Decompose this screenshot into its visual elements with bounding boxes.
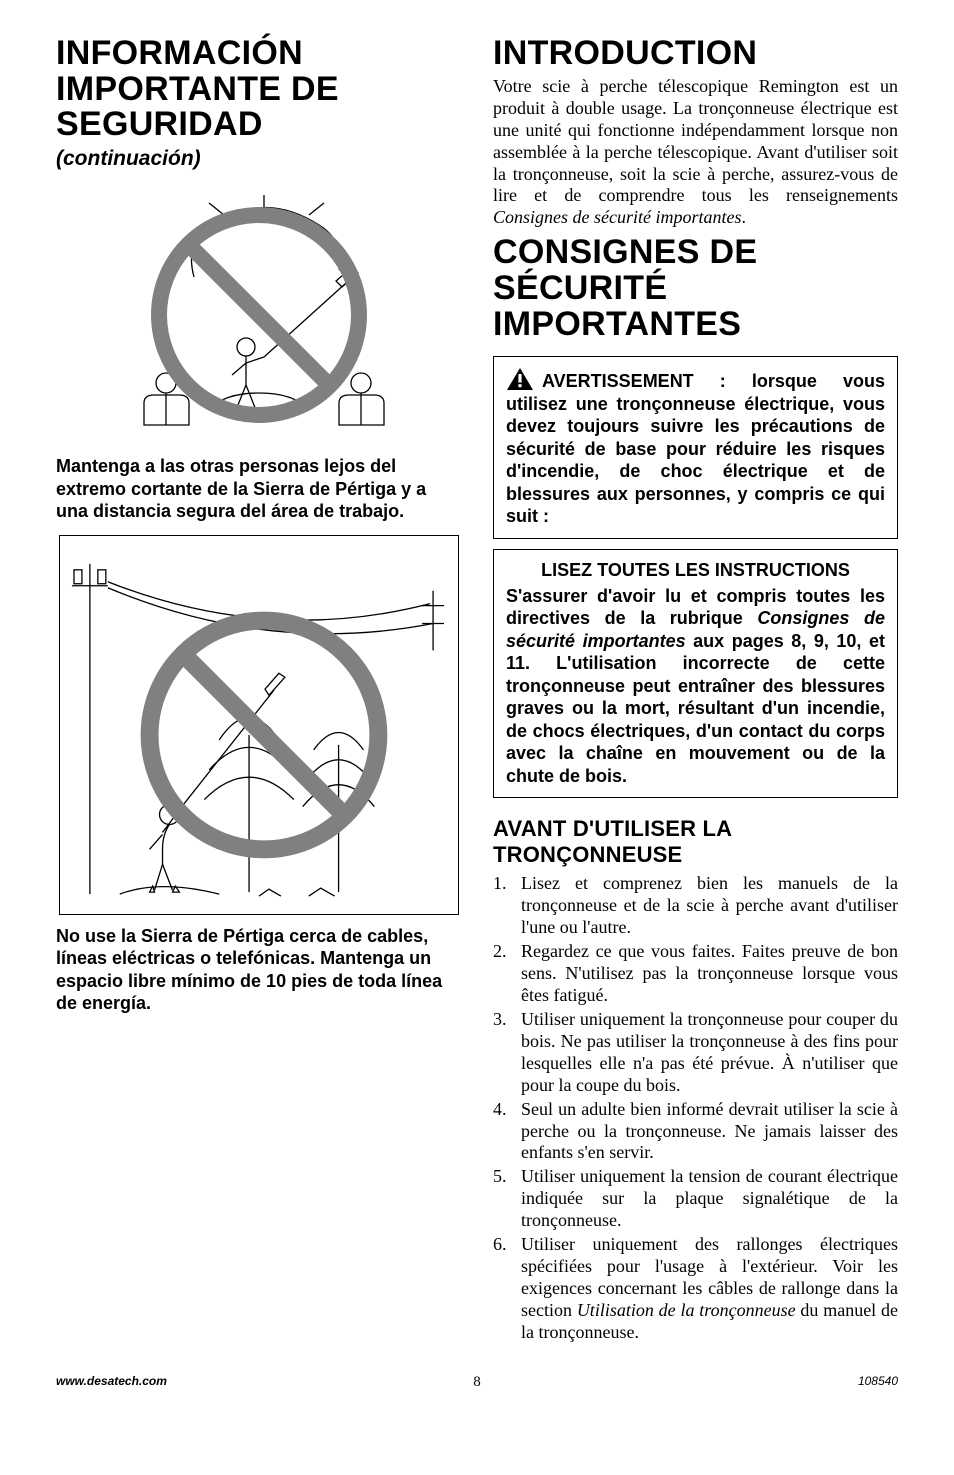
read-instructions-box: LISEZ TOUTES LES INSTRUCTIONS S'assurer …	[493, 549, 898, 799]
step-text: Regardez ce que vous faites. Faites preu…	[521, 941, 898, 1007]
step-item: 4. Seul un adulte bien informé devrait u…	[493, 1099, 898, 1165]
footer-doc-id: 108540	[858, 1374, 898, 1388]
two-column-layout: INFORMACIÓN IMPORTANTE DE SEGURIDAD (con…	[56, 36, 898, 1344]
footer-page-number: 8	[56, 1374, 898, 1391]
step-number: 2.	[493, 941, 521, 1007]
step-text: Utiliser uniquement des rallonges électr…	[521, 1234, 898, 1344]
step-text: Utiliser uniquement la tension de couran…	[521, 1166, 898, 1232]
figure-1	[56, 185, 461, 445]
figure-1-caption: Mantenga a las otras personas lejos del …	[56, 455, 461, 523]
step-number: 6.	[493, 1234, 521, 1344]
step-item: 3. Utiliser uniquement la tronçonneuse p…	[493, 1009, 898, 1097]
page-footer: www.desatech.com 8 108540	[56, 1374, 898, 1394]
intro-body-a: Votre scie à perche télescopique Remingt…	[493, 76, 898, 206]
page: INFORMACIÓN IMPORTANTE DE SEGURIDAD (con…	[0, 0, 954, 1444]
warning-box-text: AVERTISSEMENT : lorsque vous utilisez un…	[506, 367, 885, 528]
steps-list: 1. Lisez et comprenez bien les manuels d…	[493, 873, 898, 1344]
step-number: 4.	[493, 1099, 521, 1165]
left-column: INFORMACIÓN IMPORTANTE DE SEGURIDAD (con…	[56, 36, 461, 1344]
read-box-title: LISEZ TOUTES LES INSTRUCTIONS	[506, 560, 885, 581]
introduction-body: Votre scie à perche télescopique Remingt…	[493, 76, 898, 230]
step-number: 5.	[493, 1166, 521, 1232]
step-item: 1. Lisez et comprenez bien les manuels d…	[493, 873, 898, 939]
figure-2	[56, 535, 461, 915]
prohibit-bystander-icon	[114, 185, 404, 445]
right-column: INTRODUCTION Votre scie à perche télesco…	[493, 36, 898, 1344]
intro-body-c: .	[741, 207, 746, 227]
step-item: 2. Regardez ce que vous faites. Faites p…	[493, 941, 898, 1007]
warning-box: AVERTISSEMENT : lorsque vous utilisez un…	[493, 356, 898, 539]
left-subheading: (continuación)	[56, 147, 461, 171]
intro-body-b: Consignes de sécurité importantes	[493, 207, 741, 227]
step-text: Lisez et comprenez bien les manuels de l…	[521, 873, 898, 939]
prohibit-power-line-icon	[59, 535, 459, 915]
warning-box-body: AVERTISSEMENT : lorsque vous utilisez un…	[506, 371, 885, 526]
step-text: Utiliser uniquement la tronçonneuse pour…	[521, 1009, 898, 1097]
step-item: 6. Utiliser uniquement des rallonges éle…	[493, 1234, 898, 1344]
introduction-heading: INTRODUCTION	[493, 36, 898, 72]
step-number: 3.	[493, 1009, 521, 1097]
consignes-heading: CONSIGNES DE SÉCURITÉ IMPORTANTES	[493, 235, 898, 342]
left-heading: INFORMACIÓN IMPORTANTE DE SEGURIDAD	[56, 36, 461, 143]
step-item: 5. Utiliser uniquement la tension de cou…	[493, 1166, 898, 1232]
avant-heading: AVANT D'UTILISER LA TRONÇONNEUSE	[493, 816, 898, 867]
step-text: Seul un adulte bien informé devrait util…	[521, 1099, 898, 1165]
read-box-c: aux pages 8, 9, 10, et 11. L'utilisation…	[506, 631, 885, 786]
read-box-body: S'assurer d'avoir lu et compris toutes l…	[506, 585, 885, 788]
step6-b: Utilisation de la tronçonneuse	[577, 1300, 796, 1320]
warning-triangle-icon	[506, 367, 534, 391]
figure-2-caption: No use la Sierra de Pértiga cerca de cab…	[56, 925, 461, 1015]
step-number: 1.	[493, 873, 521, 939]
